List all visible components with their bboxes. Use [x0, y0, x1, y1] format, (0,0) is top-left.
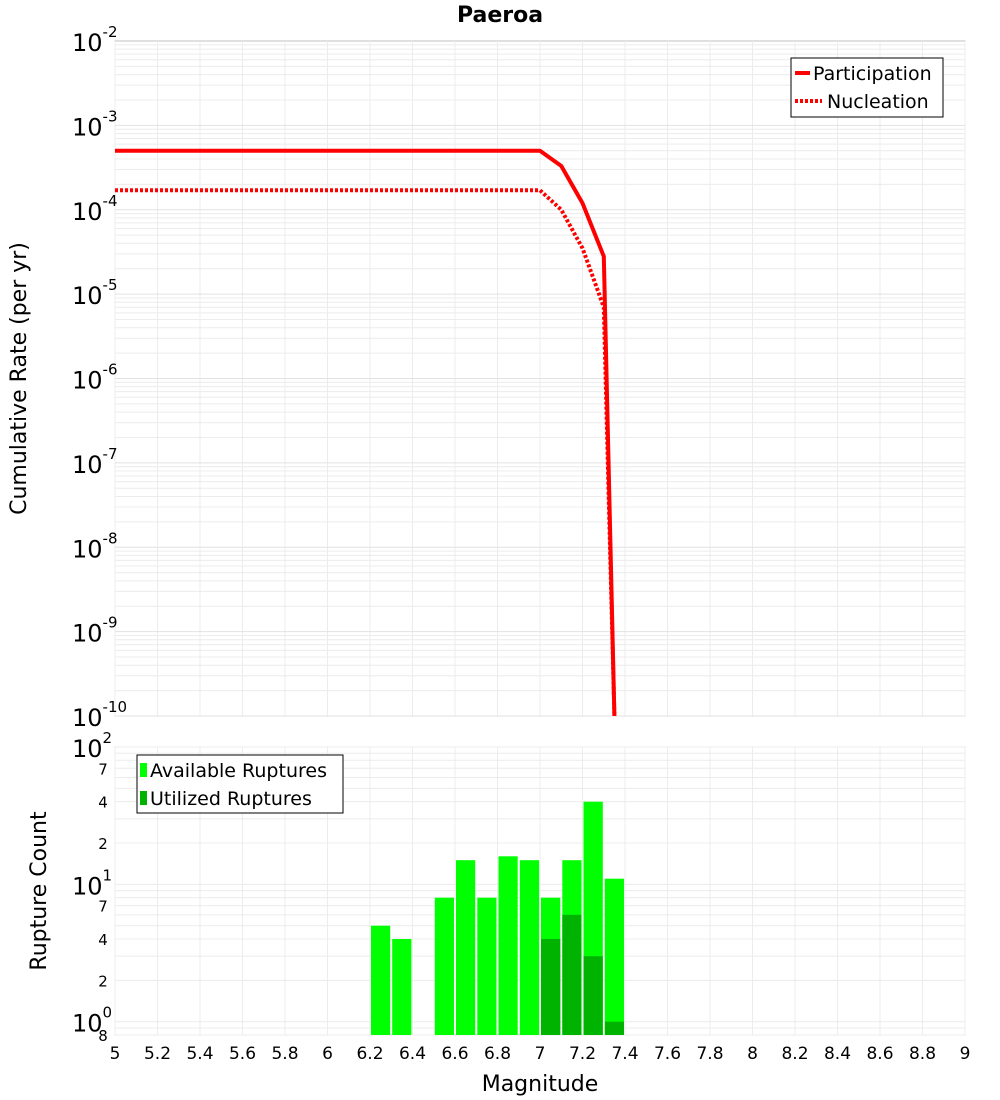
rupture-plot-grid	[114, 746, 966, 1036]
x-tick-label: 5.2	[144, 1044, 171, 1064]
rupture-y-axis-title: Rupture Count	[27, 811, 52, 971]
chart-title: Paeroa	[457, 3, 543, 28]
rate-y-tick-label: 10-8	[72, 529, 118, 563]
rate-plot-panel: 10-10 10-9 10-8 10-7 10-6 10-5 10-4 10-3 10-2	[72, 23, 966, 732]
rupture-legend: Available Ruptures Utilized Ruptures	[136, 754, 344, 814]
x-tick-labels: 5 5.2 5.4 5.6 5.8 6 6.2 6.4 6.6 6.8 7 7.2 7.4 7.6 7.8 8…	[110, 1044, 971, 1064]
utilized-rupture-bar	[541, 939, 561, 1035]
rupture-y-tick-label: 101	[72, 866, 112, 900]
rupture-y-minor-tick-label: 8	[98, 1027, 108, 1045]
rate-y-tick-label: 10-4	[72, 192, 118, 226]
x-tick-label: 5.8	[271, 1044, 298, 1064]
rupture-y-tick-label: 100	[72, 1004, 112, 1038]
x-tick-label: 6	[322, 1044, 333, 1064]
available-rupture-bar	[477, 897, 497, 1035]
rate-y-tick-label: 10-9	[72, 614, 118, 648]
available-rupture-bar	[498, 856, 518, 1035]
available-rupture-bar	[371, 925, 391, 1035]
rate-y-tick-label: 10-3	[72, 107, 118, 141]
available-rupture-bar	[392, 939, 412, 1035]
legend-utilized-swatch	[140, 791, 147, 805]
legend-utilized-label: Utilized Ruptures	[150, 788, 312, 810]
x-tick-label: 7	[535, 1044, 546, 1064]
x-tick-label: 8.8	[909, 1044, 936, 1064]
x-tick-label: 6.2	[356, 1044, 383, 1064]
rupture-y-minor-tick-label: 4	[98, 931, 108, 949]
rate-legend-box	[790, 57, 944, 118]
legend-nucleation-label: Nucleation	[827, 91, 929, 113]
rate-legend: Participation Nucleation	[790, 57, 944, 118]
rate-y-tick-label: 10-5	[72, 276, 118, 310]
rate-y-tick-label: 10-2	[72, 23, 118, 57]
rupture-y-minor-tick-label: 2	[98, 835, 108, 853]
x-tick-label: 8	[747, 1044, 758, 1064]
rupture-y-minor-tick-label: 7	[98, 760, 108, 778]
available-rupture-bar	[434, 897, 454, 1035]
available-rupture-bar	[519, 860, 540, 1035]
rupture-y-minor-tick-label: 4	[98, 794, 108, 812]
x-tick-label: 6.4	[399, 1044, 426, 1064]
utilized-rupture-bar	[604, 1021, 624, 1035]
x-tick-label: 5.6	[229, 1044, 256, 1064]
x-tick-label: 6.6	[441, 1044, 468, 1064]
x-tick-label: 6.8	[484, 1044, 511, 1064]
legend-available-swatch	[140, 763, 147, 777]
legend-available-label: Available Ruptures	[150, 760, 327, 782]
available-rupture-bar	[456, 860, 476, 1035]
x-tick-label: 8.6	[866, 1044, 893, 1064]
rupture-y-minor-tick-label: 2	[98, 972, 108, 990]
x-tick-label: 7.6	[654, 1044, 681, 1064]
rate-y-tick-label: 10-7	[72, 445, 118, 479]
x-tick-label: 7.8	[696, 1044, 723, 1064]
legend-participation-label: Participation	[813, 63, 932, 85]
rupture-y-tick-label: 102	[72, 729, 112, 763]
x-tick-label: 7.4	[611, 1044, 638, 1064]
available-rupture-bar	[604, 878, 624, 1035]
x-tick-label: 9	[960, 1044, 971, 1064]
x-axis-title: Magnitude	[482, 1072, 599, 1097]
rupture-bars	[371, 801, 624, 1035]
x-tick-label: 8.4	[824, 1044, 851, 1064]
utilized-rupture-bar	[562, 914, 582, 1035]
rupture-y-minor-tick-label: 7	[98, 898, 108, 916]
rate-plot-grid	[114, 41, 966, 717]
x-tick-label: 5.4	[186, 1044, 213, 1064]
x-tick-label: 7.2	[569, 1044, 596, 1064]
rate-series	[115, 148, 617, 717]
rate-y-axis-title: Cumulative Rate (per yr)	[7, 242, 32, 515]
rate-y-tick-labels: 10-10 10-9 10-8 10-7 10-6 10-5 10-4 10-3 10-2	[72, 23, 127, 732]
rupture-legend-box	[136, 754, 344, 814]
series-line-nucleation	[115, 188, 617, 717]
x-tick-label: 8.2	[781, 1044, 808, 1064]
rate-y-tick-label: 10-10	[72, 698, 127, 732]
x-tick-label: 5	[110, 1044, 121, 1064]
rate-y-tick-label: 10-6	[72, 361, 118, 395]
utilized-rupture-bar	[583, 956, 603, 1035]
